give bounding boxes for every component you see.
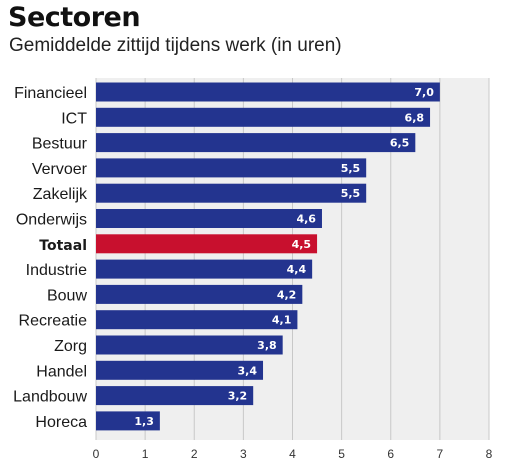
bar (96, 133, 416, 153)
bar-value-label: 5,5 (341, 187, 361, 200)
bar-value-label: 5,5 (341, 162, 361, 175)
category-label: Zorg (54, 338, 87, 355)
bar (96, 158, 367, 178)
category-label: Onderwijs (16, 212, 87, 229)
x-tick-label: 6 (387, 447, 394, 461)
bar-value-label: 4,4 (287, 263, 307, 276)
bar (96, 386, 254, 406)
x-tick-label: 7 (437, 447, 444, 461)
category-label: Zakelijk (33, 186, 88, 203)
category-label: Vervoer (32, 161, 88, 178)
category-label: Totaal (39, 238, 87, 254)
bar-value-label: 3,4 (238, 364, 258, 377)
category-label: Recreatie (19, 313, 88, 330)
bar (96, 183, 367, 203)
bar (96, 335, 283, 355)
bar (96, 82, 440, 102)
bar-value-label: 6,8 (405, 111, 425, 124)
category-labels: Financieel ICT Bestuur Vervoer Zakelijk Onder… (13, 85, 88, 431)
bar (96, 360, 264, 380)
bar (96, 234, 318, 254)
x-tick-label: 5 (338, 447, 345, 461)
bar (96, 259, 313, 279)
category-label: Landbouw (13, 389, 87, 406)
bar-value-label: 4,5 (292, 238, 312, 251)
bar-value-label: 4,2 (277, 288, 297, 301)
category-label: Bestuur (32, 136, 88, 153)
bar (96, 107, 431, 127)
x-tick-label: 4 (289, 447, 296, 461)
chart-subtitle: Gemiddelde zittijd tijdens werk (in uren… (9, 35, 342, 56)
x-tick-label: 8 (486, 447, 493, 461)
category-label: Bouw (47, 287, 87, 304)
category-label: ICT (61, 110, 87, 127)
bar-value-label: 1,3 (134, 415, 154, 428)
x-tick-label: 1 (142, 447, 149, 461)
bar (96, 284, 303, 304)
bar-value-label: 7,0 (414, 86, 434, 99)
chart-title: Sectoren (8, 2, 141, 33)
bar-value-label: 4,6 (296, 213, 316, 226)
x-tick-label: 2 (191, 447, 198, 461)
category-label: Industrie (26, 262, 87, 279)
category-label: Financieel (14, 85, 87, 102)
category-label: Handel (36, 363, 87, 380)
bar-value-label: 4,1 (272, 314, 292, 327)
bars: 7,0 6,8 6,5 5,5 5,5 4,6 4,5 4,4 4,2 4,1 3,8 3,4 3,2 1… (96, 82, 440, 431)
bar-value-label: 3,2 (228, 390, 248, 403)
bar-value-label: 3,8 (257, 339, 277, 352)
x-tick-label: 0 (93, 447, 100, 461)
x-tick-label: 3 (240, 447, 247, 461)
bar (96, 209, 322, 228)
bar (96, 411, 160, 431)
category-label: Horeca (35, 414, 87, 431)
bar (96, 310, 298, 330)
bar-value-label: 6,5 (390, 137, 410, 150)
x-axis-ticks: 0 1 2 3 4 5 6 7 8 (93, 447, 493, 461)
